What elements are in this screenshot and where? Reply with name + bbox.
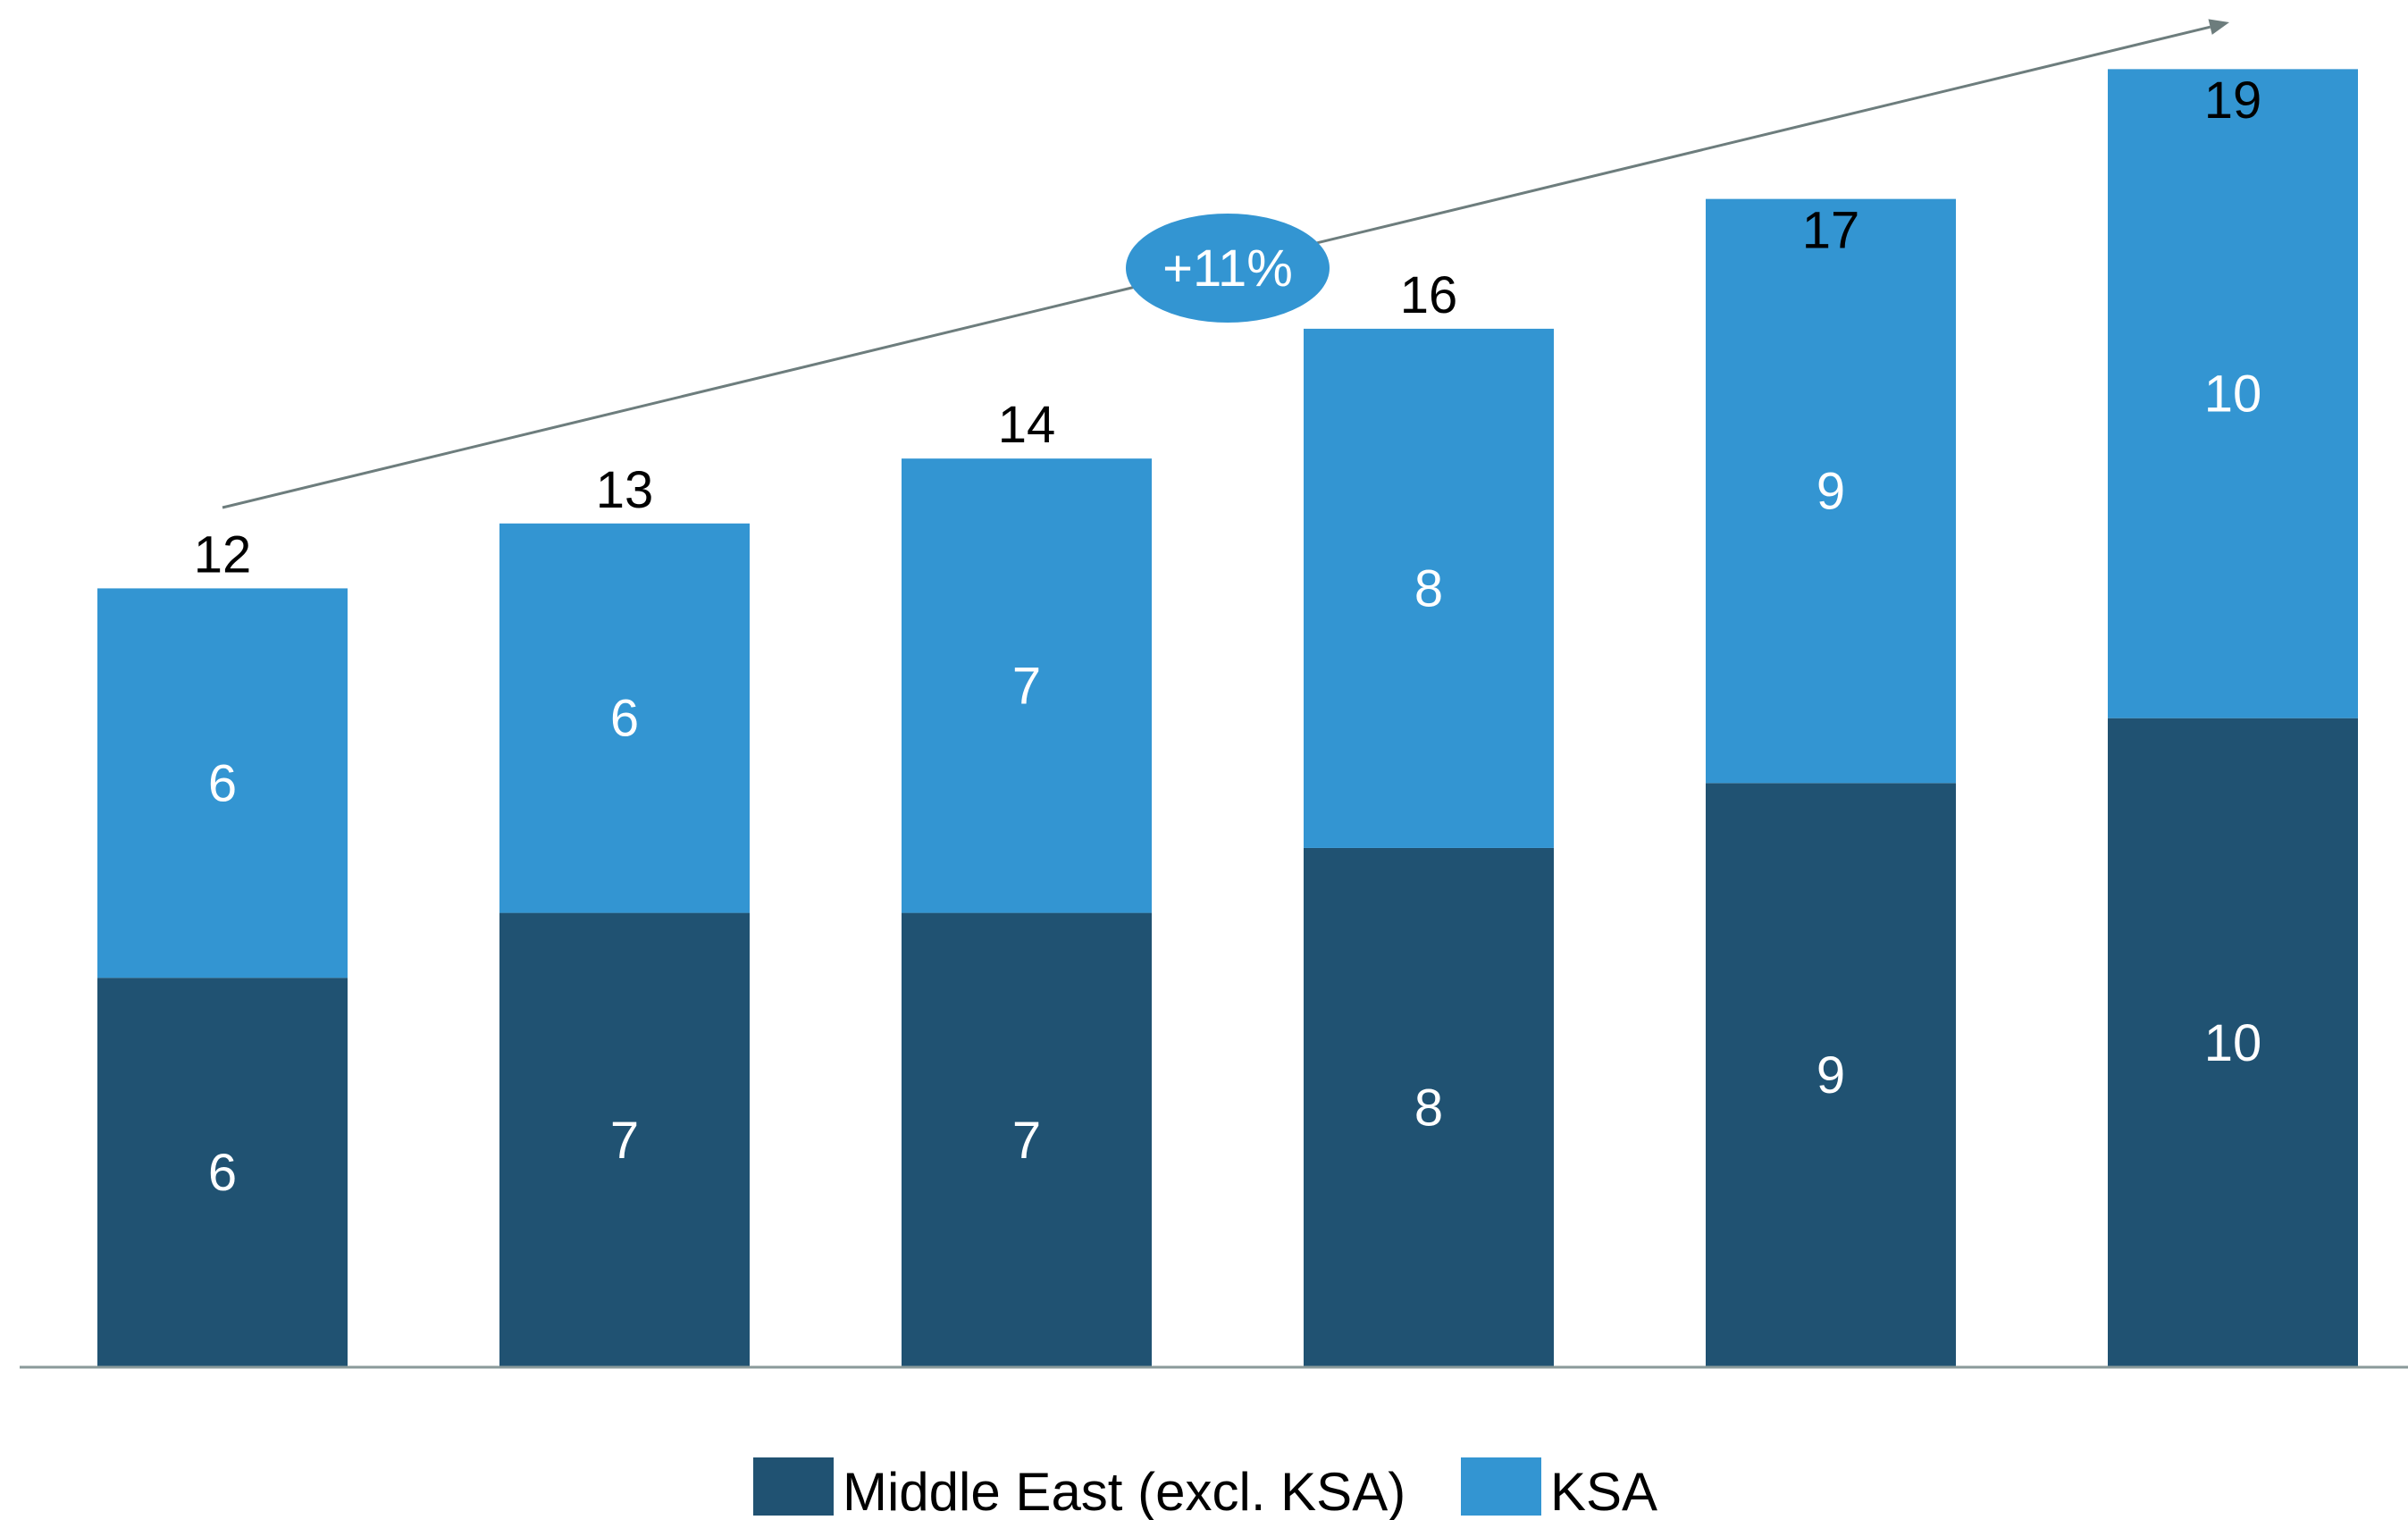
total-label-2: 13	[596, 461, 654, 519]
total-label-4: 16	[1400, 266, 1458, 324]
total-labels-group: 12 13 14 16 17 19	[194, 71, 2262, 584]
bar-segment-middle-east-5	[1706, 783, 1956, 1367]
legend-swatch-ksa	[1461, 1457, 1541, 1516]
legend: Middle East (excl. KSA) KSA	[753, 1457, 1657, 1520]
bar-segment-ksa-4	[1304, 328, 1554, 848]
cagr-bubble	[1126, 214, 1330, 323]
bar-segment-ksa-2	[499, 523, 750, 913]
bar-segment-middle-east-1	[97, 978, 348, 1367]
segment-label-middle-east-2: 7	[610, 1112, 639, 1170]
segment-label-middle-east-6: 10	[2204, 1014, 2262, 1072]
segment-label-middle-east-3: 7	[1012, 1112, 1041, 1170]
bar-segment-middle-east-2	[499, 912, 750, 1367]
segment-label-middle-east-4: 8	[1414, 1079, 1443, 1137]
segment-label-ksa-3: 7	[1012, 657, 1041, 715]
total-label-3: 14	[998, 396, 1056, 454]
growth-arrow-head	[2208, 19, 2229, 35]
segment-labels-group: 6 6 7 6 7 7 8 8 9 9 10 10	[208, 365, 2261, 1203]
total-label-5: 17	[1802, 201, 1860, 259]
bar-segment-middle-east-4	[1304, 847, 1554, 1367]
segment-label-middle-east-1: 6	[208, 1144, 237, 1202]
bar-segment-middle-east-6	[2108, 718, 2358, 1367]
segment-label-ksa-6: 10	[2204, 365, 2262, 424]
segment-label-ksa-1: 6	[208, 754, 237, 812]
legend-swatch-middle-east	[753, 1457, 834, 1516]
total-label-1: 12	[194, 525, 252, 584]
growth-annotation: +11%	[222, 19, 2229, 509]
segment-label-ksa-4: 8	[1414, 559, 1443, 617]
total-label-6: 19	[2204, 71, 2262, 130]
bar-segment-ksa-1	[97, 588, 348, 978]
bar-segment-ksa-3	[902, 458, 1152, 913]
bar-segment-ksa-5	[1706, 198, 1956, 784]
bars-group	[97, 69, 2358, 1367]
segment-label-ksa-5: 9	[1816, 462, 1845, 520]
legend-label-middle-east: Middle East (excl. KSA)	[843, 1462, 1405, 1520]
bar-segment-ksa-6	[2108, 69, 2358, 718]
legend-label-ksa: KSA	[1550, 1462, 1657, 1520]
cagr-label: +11%	[1162, 239, 1293, 298]
bar-segment-middle-east-3	[902, 912, 1152, 1367]
segment-label-middle-east-5: 9	[1816, 1046, 1845, 1104]
segment-label-ksa-2: 6	[610, 690, 639, 748]
